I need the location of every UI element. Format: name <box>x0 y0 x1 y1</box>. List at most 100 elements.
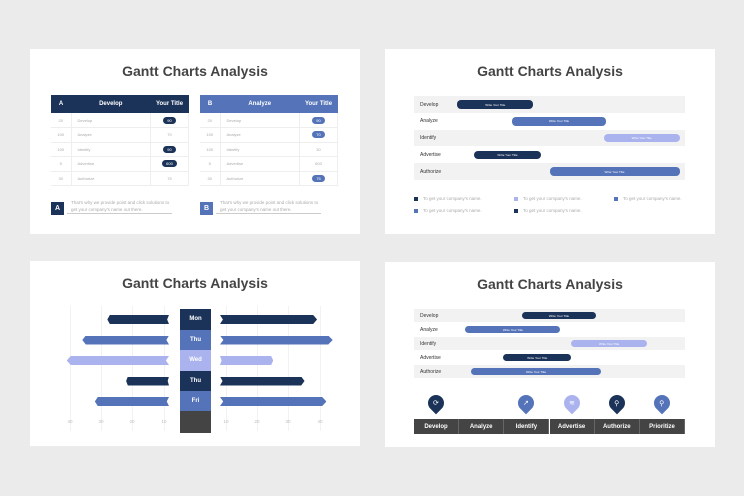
axis-base-block <box>180 411 211 433</box>
cell-value: 30 <box>200 171 221 186</box>
left-arrow-bar <box>66 356 169 365</box>
header-name: Develop <box>99 101 123 107</box>
cell-name: Develop <box>71 113 151 128</box>
pin-marker: ⚲ <box>605 391 629 415</box>
external-link-icon: ↗ <box>523 400 530 407</box>
wifi-icon: ≋ <box>568 400 575 407</box>
cell-value: 100 <box>200 127 221 143</box>
cell-name: Authorize <box>71 171 151 186</box>
cell-name: Identify <box>71 142 151 157</box>
day-label: Wed <box>180 350 211 371</box>
gantt-bar: Write Your Title <box>549 167 680 176</box>
pin-marker: ↗ <box>515 391 538 415</box>
cell-score: 90 <box>150 113 189 128</box>
grid-line <box>164 306 165 431</box>
table-row: 20 Develop 90 <box>51 113 189 128</box>
cell-score: 90 <box>299 113 338 128</box>
category-label-advertise: Advertise <box>549 419 595 434</box>
slide-butterfly[interactable]: Gantt Charts Analysis Mon Thu Wed Thu Fri 40 3… <box>30 261 360 446</box>
table-row: 100 Analyze 70 <box>51 127 189 143</box>
x-tick-label: 10 <box>223 419 229 424</box>
header-letter: A <box>58 101 64 107</box>
letter-badge: A <box>51 202 64 215</box>
refresh-icon: ⟳ <box>433 400 439 407</box>
grid-line <box>226 306 227 431</box>
slide-title: Gantt Charts Analysis <box>122 63 268 79</box>
legend-swatch <box>514 196 518 201</box>
score-pill: 90 <box>163 145 176 153</box>
category-label-authorize: Authorize <box>594 419 640 434</box>
x-tick-label: 20 <box>254 419 260 424</box>
table-row: 100 Identify 90 <box>51 142 189 157</box>
cell-score: 70 <box>150 127 189 143</box>
legend-swatch <box>414 196 418 201</box>
table-row: 5 Advertise 600 <box>51 156 189 172</box>
cell-value: 5 <box>51 156 72 172</box>
legend-item: To get your company's name. <box>414 196 482 201</box>
gantt-bar: Write Your Title <box>465 326 561 333</box>
x-tick-label: 20 <box>129 419 135 424</box>
pin-marker: ⟳ <box>424 391 448 415</box>
category-label-prioritize: Prioritize <box>640 419 685 434</box>
table-row: 100 Identify 30 <box>200 142 338 157</box>
header-title: Your Title <box>304 101 333 107</box>
right-arrow-bar <box>220 335 333 345</box>
left-arrow-bar <box>107 315 169 324</box>
cell-value: 100 <box>51 142 72 157</box>
legend-text: To get your company's name. <box>523 208 582 213</box>
right-arrow-bar <box>220 397 327 406</box>
header-name: Analyze <box>248 101 272 107</box>
cell-name: Identify <box>220 142 300 157</box>
grid-line <box>101 306 102 431</box>
table-row: 100 Analyze 70 <box>200 127 338 143</box>
legend-swatch <box>414 208 418 213</box>
score-pill: 600 <box>162 160 177 168</box>
legend-text: To get your company's name. <box>623 196 682 201</box>
category-label-analyze: Analyze <box>459 419 505 434</box>
cell-value: 30 <box>51 171 72 186</box>
table-header-row: A Develop Your Title <box>51 95 189 113</box>
pin-marker: ⚲ <box>650 391 674 415</box>
gantt-row-develop: Develop <box>414 96 685 113</box>
search-icon: ⚲ <box>614 400 620 408</box>
cell-name: Authorize <box>220 171 300 186</box>
x-tick-label: 30 <box>98 419 104 424</box>
grid-line <box>132 306 133 431</box>
grid-line <box>288 306 289 431</box>
gantt-bar: Write Your Title <box>457 100 534 109</box>
note-text: That's why we provide point and click so… <box>67 199 172 214</box>
cell-score: 600 <box>299 156 338 172</box>
score-pill: 90 <box>163 116 176 124</box>
gantt-bar: Write Your Title <box>470 368 601 375</box>
cell-score: 90 <box>150 142 189 157</box>
x-tick-label: 30 <box>285 419 291 424</box>
table-header-row: B Analyze Your Title <box>200 95 338 113</box>
slide-table[interactable]: Gantt Charts Analysis A Develop Your Title… <box>30 49 360 234</box>
table-row: 20 Develop 90 <box>200 113 338 128</box>
day-label: Thu <box>180 370 211 391</box>
gantt-bar: Write Your Title <box>473 150 542 160</box>
pin-marker: ≋ <box>560 391 583 415</box>
cell-name: Analyze <box>220 127 300 143</box>
data-table: A Develop Your Title 20 Develop 90 100 Analyze 7… <box>51 95 189 186</box>
cell-score: 70 <box>299 127 338 143</box>
gantt-bar: Write Your Title <box>603 133 680 143</box>
score-pill: 90 <box>312 116 325 124</box>
table-row: 5 Advertise 600 <box>200 156 338 172</box>
score-pill: 75 <box>312 174 325 182</box>
category-label-develop: Develop <box>414 419 459 434</box>
day-label: Thu <box>180 329 211 350</box>
legend-swatch <box>514 208 518 213</box>
slide-gantt[interactable]: Gantt Charts Analysis Develop Write Your … <box>385 49 715 234</box>
cell-value: 20 <box>51 113 72 128</box>
right-arrow-bar <box>220 356 274 365</box>
left-arrow-bar <box>126 376 169 386</box>
cell-score: 75 <box>299 171 338 186</box>
slide-gantt-icons[interactable]: Gantt Charts Analysis Develop Write Your … <box>385 262 715 447</box>
table-row: 30 Authorize 75 <box>200 171 338 186</box>
grid-line <box>257 306 258 431</box>
cell-name: Develop <box>220 113 300 128</box>
day-label: Fri <box>180 391 211 412</box>
search-icon: ⚲ <box>659 400 665 408</box>
cell-name: Analyze <box>71 127 151 143</box>
